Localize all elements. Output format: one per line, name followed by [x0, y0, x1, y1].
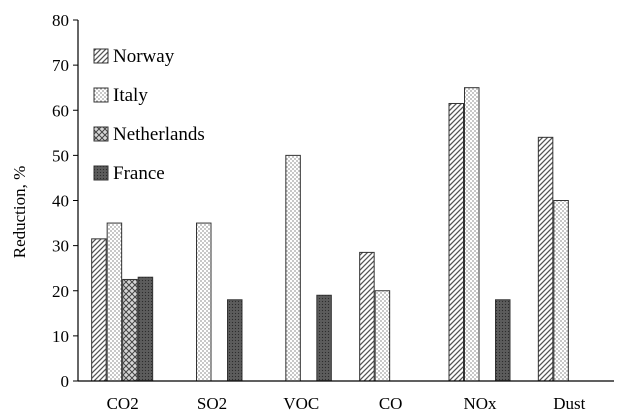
- legend-swatch-norway: [93, 48, 109, 64]
- bar-italy-nox: [464, 87, 480, 382]
- y-tick-label: 70: [52, 56, 69, 75]
- bar-italy-voc: [285, 154, 301, 382]
- bar-italy-so2: [196, 222, 212, 382]
- x-category-label: CO: [379, 394, 403, 412]
- bar-norway-co: [359, 251, 375, 382]
- bar-norway-nox: [448, 102, 464, 382]
- legend-label-netherlands: Netherlands: [113, 124, 205, 145]
- bar-norway-co2: [91, 238, 107, 382]
- bar-norway-dust: [537, 136, 554, 382]
- y-tick-label: 60: [52, 101, 69, 120]
- bar-france-voc: [316, 294, 332, 382]
- y-axis-ticks: 0 10 20 30 40 50 60 70 80: [52, 11, 78, 391]
- bar-france-co2: [137, 276, 154, 382]
- legend-swatch-italy: [93, 87, 109, 103]
- legend-label-france: France: [113, 163, 165, 184]
- y-tick-label: 40: [52, 192, 69, 211]
- bar-italy-co: [374, 290, 391, 382]
- y-tick-label: 0: [61, 372, 70, 391]
- y-tick-label: 20: [52, 282, 69, 301]
- bars: [91, 87, 569, 382]
- legend-label-italy: Italy: [113, 85, 148, 106]
- bar-italy-co2: [106, 222, 123, 382]
- bar-france-nox: [495, 299, 511, 382]
- x-category-label: VOC: [283, 394, 319, 412]
- bar-italy-dust: [553, 200, 569, 382]
- bar-france-so2: [227, 299, 243, 382]
- y-axis-label: Reduction, %: [10, 166, 29, 259]
- legend-swatch-netherlands: [93, 126, 109, 142]
- y-tick-label: 50: [52, 146, 69, 165]
- x-category-label: NOx: [463, 394, 497, 412]
- x-category-label: Dust: [553, 394, 585, 412]
- legend: Norway Italy Netherlands France: [93, 46, 205, 184]
- y-tick-label: 30: [52, 237, 69, 256]
- x-category-label: SO2: [197, 394, 227, 412]
- y-tick-label: 10: [52, 327, 69, 346]
- axes: [77, 20, 614, 382]
- legend-label-norway: Norway: [113, 46, 175, 67]
- y-tick-label: 80: [52, 11, 69, 30]
- bar-netherlands-co2: [122, 278, 138, 382]
- legend-swatch-france: [93, 165, 109, 181]
- x-axis-categories: CO2 SO2 VOC CO NOx Dust: [107, 394, 586, 412]
- x-category-label: CO2: [107, 394, 139, 412]
